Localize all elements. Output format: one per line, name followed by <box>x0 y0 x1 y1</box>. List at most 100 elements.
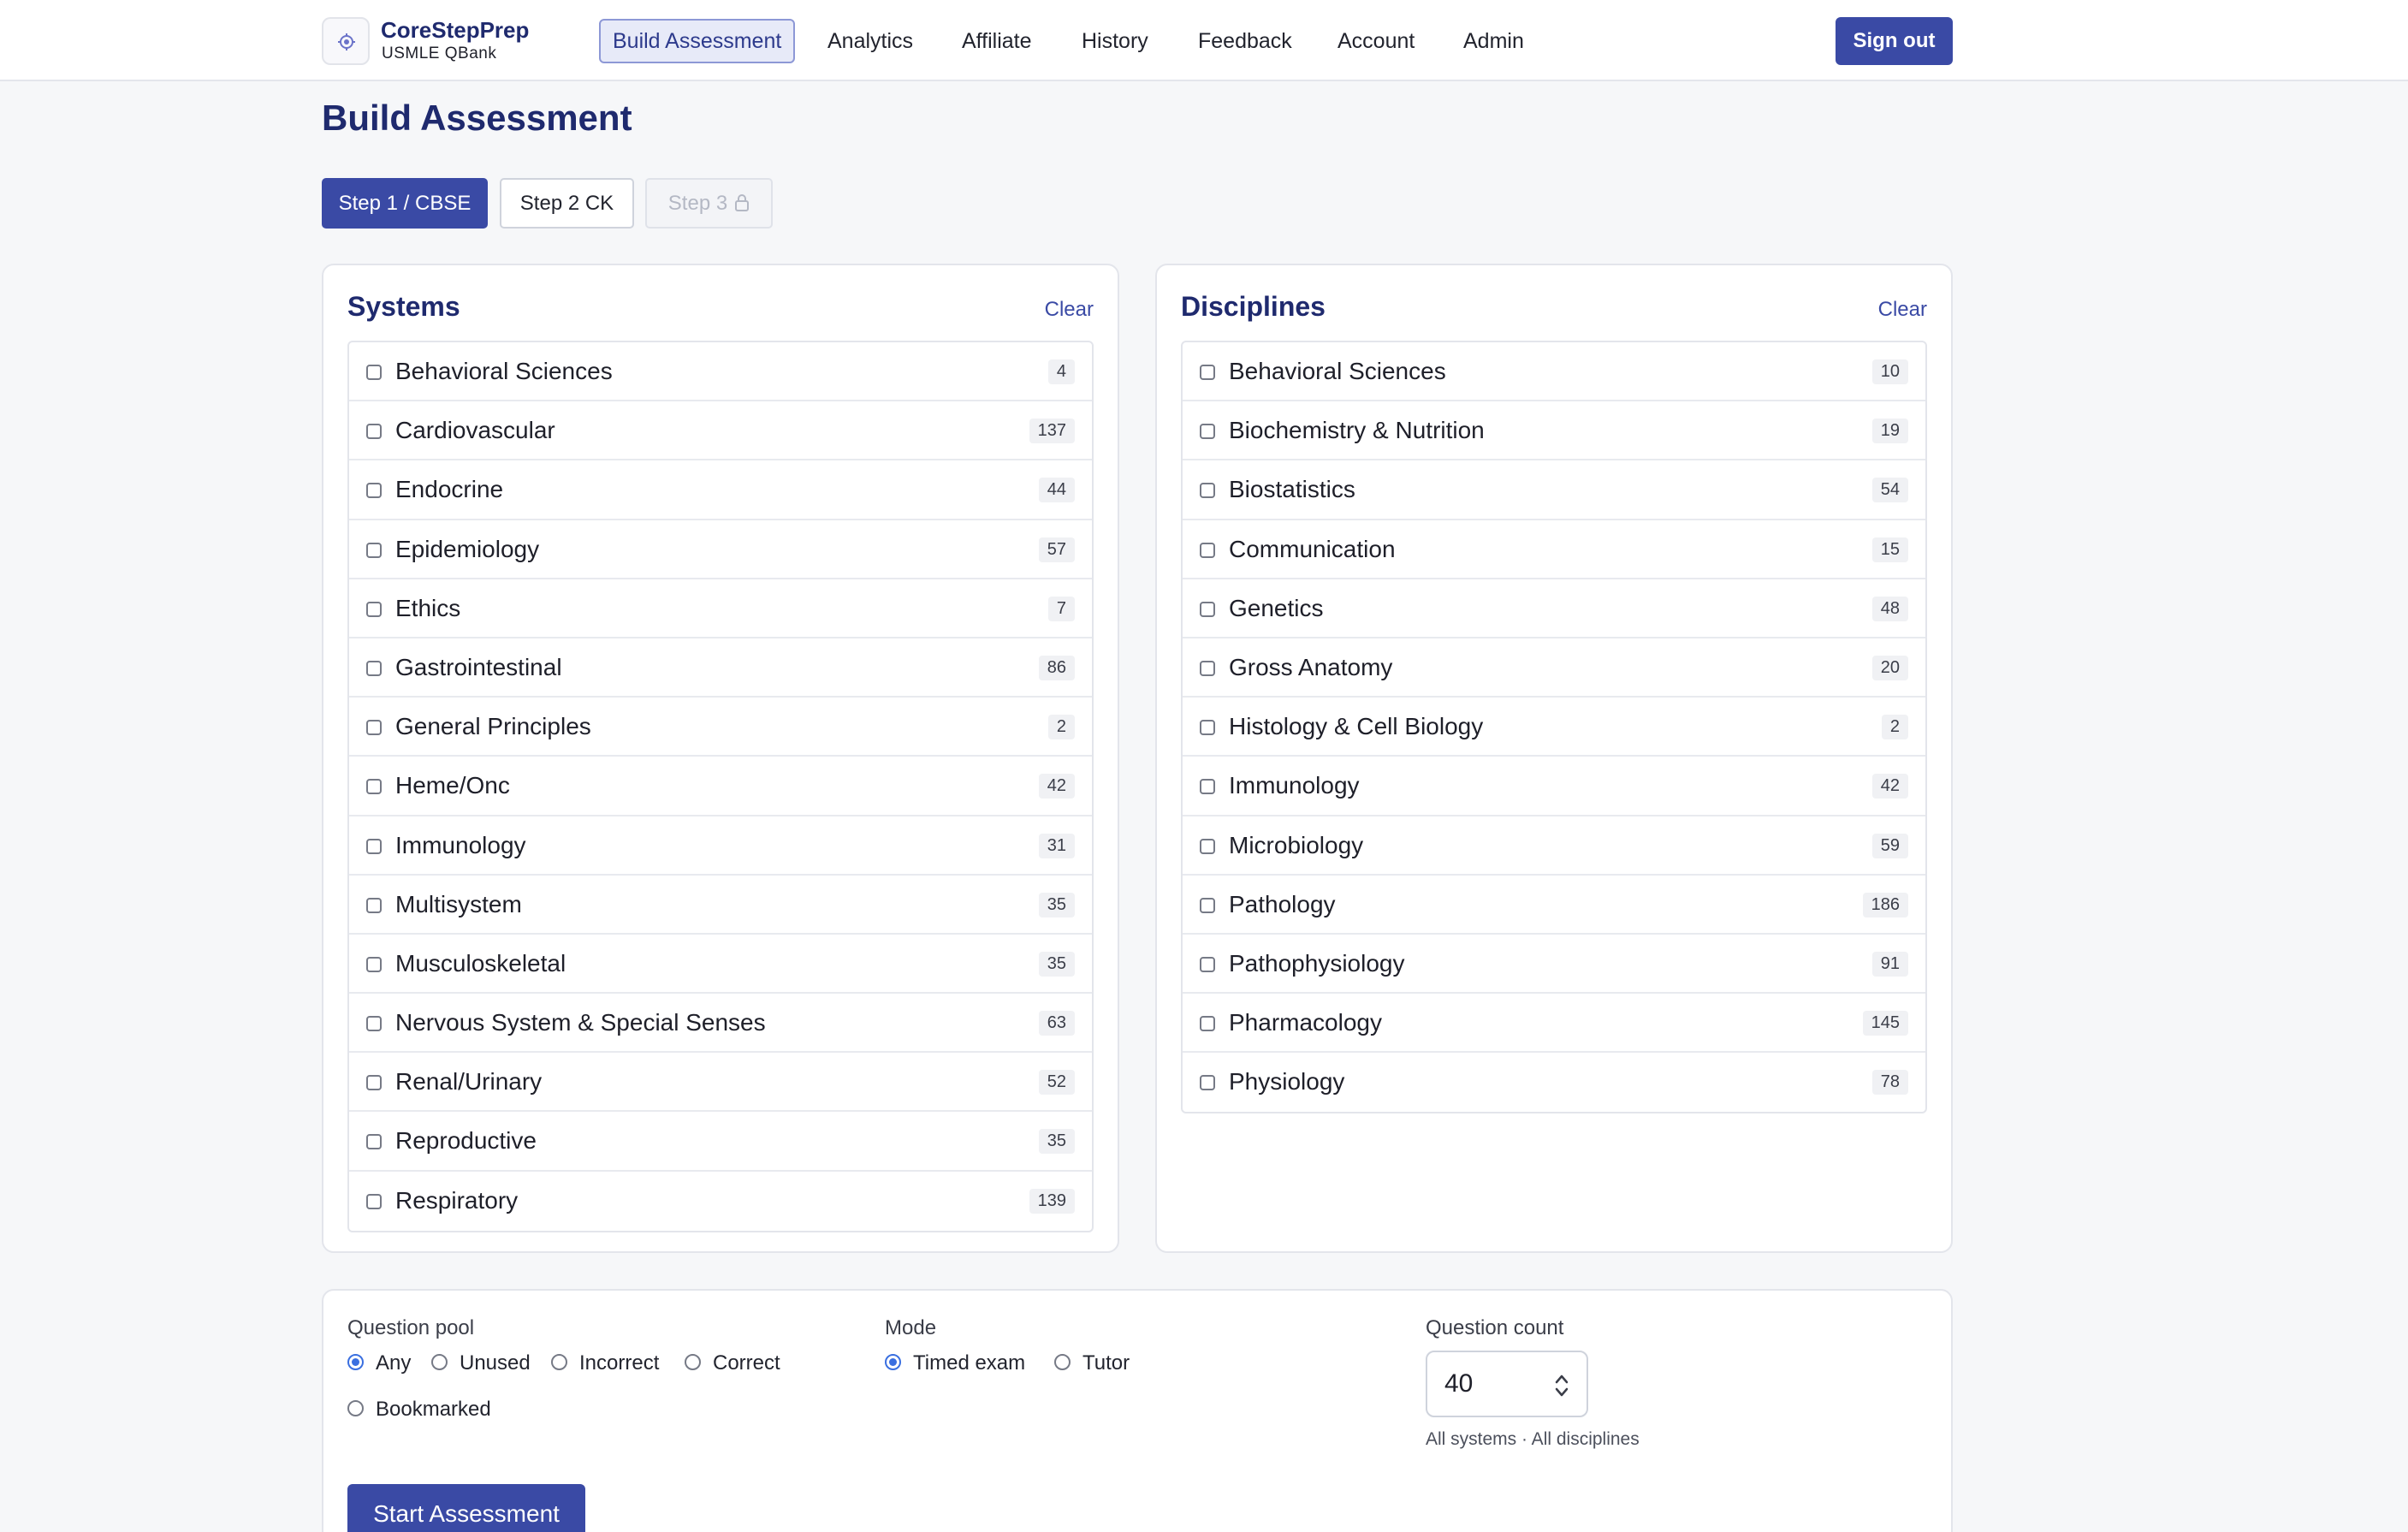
systems-clear-button[interactable]: Clear <box>1044 298 1094 321</box>
checkbox[interactable] <box>1200 779 1215 795</box>
list-item[interactable]: Renal/Urinary 52 <box>349 1053 1092 1113</box>
pool-option-any[interactable]: Any <box>347 1351 411 1376</box>
checkbox[interactable] <box>366 1075 382 1091</box>
pool-option-incorrect[interactable]: Incorrect <box>551 1351 659 1376</box>
checkbox[interactable] <box>1200 897 1215 913</box>
list-item[interactable]: Nervous System & Special Senses 63 <box>349 994 1092 1054</box>
list-item[interactable]: Gastrointestinal 86 <box>349 638 1092 698</box>
checkbox[interactable] <box>1200 838 1215 854</box>
checkbox[interactable] <box>366 720 382 736</box>
list-item-label: Physiology <box>1229 1068 1345 1096</box>
question-count-input[interactable]: 40 <box>1426 1351 1588 1417</box>
list-item[interactable]: Multisystem 35 <box>349 876 1092 935</box>
checkbox[interactable] <box>366 1193 382 1209</box>
list-item[interactable]: Physiology 78 <box>1183 1053 1925 1112</box>
start-assessment-button[interactable]: Start Assessment <box>347 1484 585 1532</box>
pool-option-unused[interactable]: Unused <box>431 1351 531 1376</box>
list-item[interactable]: Genetics 48 <box>1183 579 1925 638</box>
list-item-label: Genetics <box>1229 594 1324 621</box>
list-item[interactable]: Immunology 42 <box>1183 757 1925 816</box>
checkbox[interactable] <box>1200 720 1215 736</box>
stepper-icon[interactable] <box>1554 1373 1569 1398</box>
pool-option-bookmarked[interactable]: Bookmarked <box>347 1397 491 1422</box>
list-item-label: Renal/Urinary <box>395 1068 543 1096</box>
list-item[interactable]: Communication 15 <box>1183 520 1925 579</box>
checkbox[interactable] <box>1200 424 1215 440</box>
list-item-label: Microbiology <box>1229 831 1364 858</box>
checkbox[interactable] <box>1200 956 1215 972</box>
list-item[interactable]: Ethics 7 <box>349 579 1092 638</box>
nav-account[interactable]: Account <box>1337 29 1415 53</box>
list-item[interactable]: Behavioral Sciences 4 <box>349 342 1092 402</box>
question-count-value: 40 <box>1444 1369 1474 1398</box>
pool-option-label: Correct <box>713 1351 780 1375</box>
list-item[interactable]: Musculoskeletal 35 <box>349 935 1092 995</box>
question-count-badge: 137 <box>1029 419 1075 444</box>
checkbox[interactable] <box>366 1016 382 1032</box>
checkbox[interactable] <box>366 365 382 380</box>
sign-out-button[interactable]: Sign out <box>1836 17 1953 65</box>
checkbox[interactable] <box>366 542 382 558</box>
disciplines-clear-button[interactable]: Clear <box>1877 298 1927 321</box>
checkbox[interactable] <box>366 897 382 913</box>
checkbox[interactable] <box>1200 660 1215 676</box>
checkbox[interactable] <box>366 956 382 972</box>
checkbox[interactable] <box>1200 1016 1215 1032</box>
nav-history[interactable]: History <box>1082 29 1148 53</box>
list-item[interactable]: Pharmacology 145 <box>1183 994 1925 1054</box>
list-item[interactable]: Immunology 31 <box>349 816 1092 876</box>
question-count-badge: 4 <box>1047 359 1075 384</box>
list-item-label: Musculoskeletal <box>395 949 566 977</box>
mode-option-tutor[interactable]: Tutor <box>1054 1351 1130 1376</box>
checkbox[interactable] <box>366 483 382 499</box>
mode-option-timed[interactable]: Timed exam <box>885 1351 1025 1376</box>
list-item[interactable]: Histology & Cell Biology 2 <box>1183 698 1925 757</box>
checkbox[interactable] <box>1200 483 1215 499</box>
list-item-label: Nervous System & Special Senses <box>395 1009 766 1036</box>
list-item-label: Reproductive <box>395 1127 537 1155</box>
tab-step-1[interactable]: Step 1 / CBSE <box>322 178 488 229</box>
list-item[interactable]: Epidemiology 57 <box>349 520 1092 579</box>
tab-step-2[interactable]: Step 2 CK <box>500 178 634 229</box>
nav-affiliate[interactable]: Affiliate <box>962 29 1032 53</box>
app-logo[interactable] <box>322 17 370 65</box>
checkbox[interactable] <box>1200 1075 1215 1091</box>
nav-analytics[interactable]: Analytics <box>827 29 914 53</box>
list-item[interactable]: Respiratory 139 <box>349 1172 1092 1231</box>
pool-option-correct[interactable]: Correct <box>685 1351 780 1376</box>
list-item[interactable]: Cardiovascular 137 <box>349 401 1092 461</box>
disciplines-card: Disciplines Clear Behavioral Sciences 10 B… <box>1155 264 1953 1253</box>
list-item-label: Pharmacology <box>1229 1009 1382 1036</box>
list-item[interactable]: Biostatistics 54 <box>1183 460 1925 520</box>
list-item[interactable]: Microbiology 59 <box>1183 816 1925 876</box>
mode-option-label: Tutor <box>1082 1351 1130 1375</box>
checkbox[interactable] <box>1200 542 1215 558</box>
disciplines-list: Behavioral Sciences 10 Biochemistry & Nutr… <box>1181 341 1927 1114</box>
list-item[interactable]: Gross Anatomy 20 <box>1183 638 1925 698</box>
checkbox[interactable] <box>366 779 382 795</box>
checkbox[interactable] <box>366 660 382 676</box>
nav-admin[interactable]: Admin <box>1463 29 1524 53</box>
checkbox[interactable] <box>366 424 382 440</box>
list-item[interactable]: Biochemistry & Nutrition 19 <box>1183 401 1925 461</box>
systems-title: Systems <box>347 291 460 322</box>
list-item-label: Immunology <box>1229 772 1360 799</box>
list-item[interactable]: General Principles 2 <box>349 698 1092 757</box>
radio-icon <box>685 1354 701 1371</box>
question-count-badge: 78 <box>1871 1070 1908 1096</box>
question-count-badge: 15 <box>1871 537 1908 562</box>
checkbox[interactable] <box>1200 601 1215 617</box>
checkbox[interactable] <box>1200 365 1215 380</box>
question-count-badge: 54 <box>1871 478 1908 503</box>
list-item[interactable]: Behavioral Sciences 10 <box>1183 342 1925 402</box>
checkbox[interactable] <box>366 838 382 854</box>
list-item[interactable]: Reproductive 35 <box>349 1112 1092 1172</box>
nav-feedback[interactable]: Feedback <box>1198 29 1292 53</box>
list-item[interactable]: Pathology 186 <box>1183 876 1925 935</box>
nav-build-assessment[interactable]: Build Assessment <box>599 19 796 63</box>
list-item[interactable]: Pathophysiology 91 <box>1183 935 1925 995</box>
checkbox[interactable] <box>366 1134 382 1150</box>
list-item[interactable]: Heme/Onc 42 <box>349 757 1092 816</box>
checkbox[interactable] <box>366 601 382 617</box>
list-item[interactable]: Endocrine 44 <box>349 460 1092 520</box>
